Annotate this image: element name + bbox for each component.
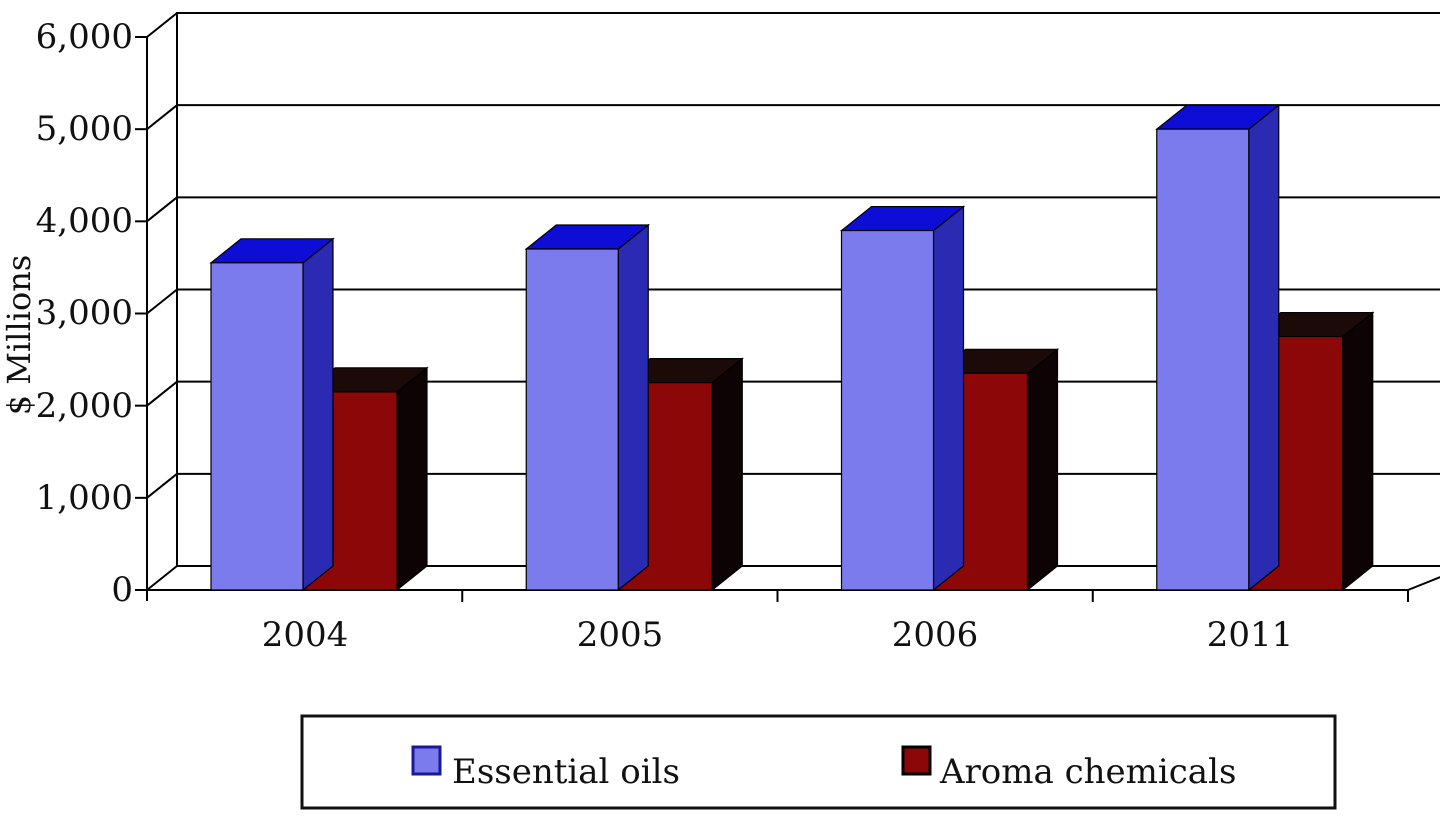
bar-aroma-chemicals-2004-side: [396, 366, 428, 592]
x-tick-label-2004: 2004: [262, 615, 349, 655]
legend: Essential oils Aroma chemicals: [300, 714, 1337, 810]
bar-essential-oils-2011: [1155, 103, 1281, 592]
y-tick-label-0: 0: [111, 570, 133, 610]
legend-swatch-essential-oils: [411, 745, 442, 776]
x-tick-label-2005: 2005: [577, 615, 664, 655]
y-tick-label-2000: 2,000: [36, 386, 133, 426]
bar-essential-oils-2004-front: [210, 262, 304, 591]
bar-essential-oils-2006: [839, 205, 966, 592]
bar-aroma-chemicals-2005-side: [711, 357, 743, 592]
bar-essential-oils-2006-side: [932, 205, 965, 592]
bar-aroma-chemicals-2006-side: [1026, 348, 1059, 592]
depth-connector: [146, 12, 178, 38]
legend-swatch-aroma-chemicals: [901, 745, 932, 776]
legend-box: [300, 714, 1337, 810]
depth-connector: [146, 380, 178, 407]
bar-essential-oils-2004-side: [302, 237, 334, 592]
bar-essential-oils-2011-side: [1248, 103, 1280, 592]
legend-label-essential-oils: Essential oils: [452, 752, 680, 792]
bar-essential-oils-2006-front: [840, 229, 935, 591]
bar-essential-oils-2004: [209, 237, 335, 592]
depth-connector: [146, 196, 178, 223]
x-tick-label-2011: 2011: [1207, 615, 1294, 655]
depth-connector: [146, 473, 178, 499]
depth-connector: [146, 104, 178, 130]
depth-connector: [146, 565, 178, 591]
depth-connector: [146, 288, 178, 315]
bar-essential-oils-2005: [524, 223, 650, 592]
x-tick-label-2006: 2006: [892, 615, 979, 655]
bar-essential-oils-2005-side: [617, 223, 649, 592]
y-axis-title: $ Millions: [0, 255, 38, 416]
y-tick-label-3000: 3,000: [36, 293, 133, 333]
plot-area: [135, 12, 1440, 602]
legend-label-aroma-chemicals: Aroma chemicals: [939, 752, 1236, 792]
y-tick-label-1000: 1,000: [36, 478, 133, 518]
bar-aroma-chemicals-2011-side: [1342, 311, 1374, 592]
bar-essential-oils-2005-front: [525, 248, 619, 591]
y-tick-label-5000: 5,000: [36, 109, 133, 149]
y-tick-label-4000: 4,000: [36, 201, 133, 241]
y-tick-label-6000: 6,000: [36, 17, 133, 57]
floor-right-edge: [1407, 576, 1440, 591]
bar-essential-oils-2011-front: [1156, 128, 1250, 591]
